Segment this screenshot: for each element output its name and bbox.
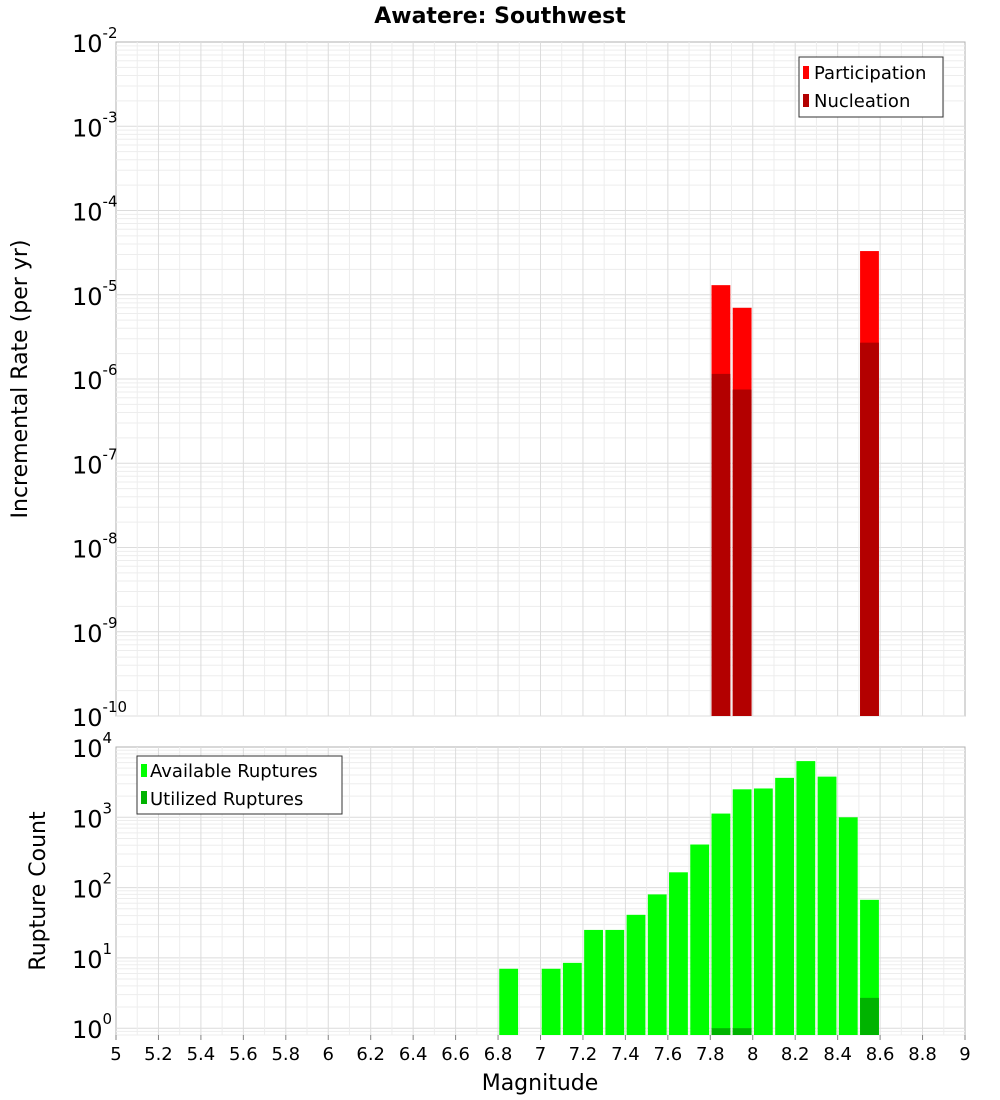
rates-grid bbox=[116, 42, 965, 717]
legend-label-participation: Participation bbox=[814, 63, 926, 84]
x-tick-label: 6.2 bbox=[356, 1044, 385, 1065]
ruptures-y-tick-label: 101 bbox=[72, 940, 112, 974]
x-tick-label: 5.2 bbox=[144, 1044, 173, 1065]
ruptures-bar-a bbox=[647, 894, 667, 1035]
rates-bar-b bbox=[860, 342, 879, 716]
x-tick-label: 7.4 bbox=[611, 1044, 640, 1065]
ruptures-bar-a bbox=[711, 813, 731, 1035]
ruptures-bar-a bbox=[775, 777, 794, 1035]
x-tick-label: 5.6 bbox=[229, 1044, 258, 1065]
ruptures-bar-a bbox=[669, 872, 688, 1035]
ruptures-bar-a bbox=[541, 968, 561, 1035]
ruptures-bar-a bbox=[753, 788, 773, 1035]
x-tick-label: 5.4 bbox=[187, 1044, 216, 1065]
x-tick-label: 5.8 bbox=[271, 1044, 300, 1065]
rates-y-tick-label: 10-3 bbox=[72, 108, 118, 142]
rates-legend: Participation Nucleation bbox=[798, 56, 944, 118]
legend-label-utilized: Utilized Ruptures bbox=[150, 789, 303, 810]
ruptures-y-tick-label: 102 bbox=[72, 870, 112, 904]
rates-bar-b bbox=[711, 373, 731, 716]
x-tick-label: 6.8 bbox=[484, 1044, 513, 1065]
x-tick-label: 7 bbox=[535, 1044, 546, 1065]
ruptures-bar-a bbox=[732, 789, 752, 1035]
x-tick-label: 8.4 bbox=[823, 1044, 852, 1065]
x-tick-label: 5 bbox=[110, 1044, 121, 1065]
rates-y-tick-label: 10-9 bbox=[72, 614, 118, 648]
rates-legend-box bbox=[798, 56, 944, 118]
ruptures-y-tick-label: 104 bbox=[72, 729, 112, 763]
x-axis-label: Magnitude bbox=[482, 1071, 599, 1096]
ruptures-bar-b bbox=[711, 1028, 731, 1035]
rates-y-tick-label: 10-2 bbox=[72, 24, 118, 58]
x-tick-label: 6.6 bbox=[441, 1044, 470, 1065]
legend-label-nucleation: Nucleation bbox=[814, 91, 910, 112]
x-tick-label: 8.2 bbox=[781, 1044, 810, 1065]
rates-panel: 10-2 10-3 10-4 10-5 10-6 10-7 10-8 10-9 10-10 In… bbox=[8, 24, 966, 732]
ruptures-y-ticks: 104 103 102 101 100 bbox=[72, 729, 112, 1044]
rates-y-tick-label: 10-7 bbox=[72, 445, 118, 479]
x-tick-label: 7.6 bbox=[654, 1044, 683, 1065]
ruptures-y-axis-label: Rupture Count bbox=[26, 811, 51, 971]
x-tick-label: 6.4 bbox=[399, 1044, 428, 1065]
x-tick-label: 8.6 bbox=[866, 1044, 895, 1065]
rates-y-tick-label: 10-5 bbox=[72, 277, 118, 311]
ruptures-bar-a bbox=[817, 776, 837, 1035]
rates-bar-b bbox=[732, 389, 752, 716]
ruptures-bar-a bbox=[690, 844, 710, 1035]
x-tick-label: 7.8 bbox=[696, 1044, 725, 1065]
ruptures-bar-a bbox=[605, 929, 625, 1035]
rates-y-tick-label: 10-6 bbox=[72, 361, 118, 395]
ruptures-bars bbox=[499, 761, 879, 1035]
rates-y-axis-label: Incremental Rate (per yr) bbox=[8, 240, 33, 519]
legend-swatch-participation bbox=[803, 66, 809, 79]
ruptures-bar-a bbox=[626, 914, 646, 1035]
ruptures-panel: 104 103 102 101 100 5 5.2 5.4 5.6 5.8 6 6.2 6.4 6.6 6… bbox=[26, 729, 971, 1096]
ruptures-y-tick-label: 100 bbox=[72, 1010, 112, 1044]
legend-swatch-available bbox=[141, 764, 147, 777]
ruptures-legend-box bbox=[136, 755, 343, 815]
ruptures-bar-a bbox=[584, 929, 603, 1035]
ruptures-bar-b bbox=[860, 997, 879, 1035]
rates-y-tick-label: 10-10 bbox=[72, 698, 127, 732]
legend-label-available: Available Ruptures bbox=[150, 761, 318, 782]
chart-title: Awatere: Southwest bbox=[374, 4, 626, 29]
x-tick-label: 7.2 bbox=[569, 1044, 598, 1065]
ruptures-bar-a bbox=[562, 962, 582, 1035]
legend-swatch-utilized bbox=[141, 791, 147, 804]
rates-y-tick-label: 10-8 bbox=[72, 530, 118, 564]
rates-y-tick-label: 10-4 bbox=[72, 193, 118, 227]
ruptures-bar-a bbox=[499, 968, 519, 1035]
rates-y-ticks: 10-2 10-3 10-4 10-5 10-6 10-7 10-8 10-9 10-10 bbox=[72, 24, 127, 732]
ruptures-bar-b bbox=[732, 1028, 752, 1035]
ruptures-bar-a bbox=[796, 761, 816, 1035]
rates-bars bbox=[711, 251, 879, 717]
x-tick-label: 9 bbox=[959, 1044, 970, 1065]
x-axis-ticks: 5 5.2 5.4 5.6 5.8 6 6.2 6.4 6.6 6.8 7 7.2 7.4 7.6 7.8 8… bbox=[110, 1035, 971, 1065]
ruptures-legend: Available Ruptures Utilized Ruptures bbox=[136, 755, 343, 815]
legend-swatch-nucleation bbox=[803, 94, 809, 107]
ruptures-bar-a bbox=[838, 817, 858, 1035]
x-tick-label: 8.8 bbox=[908, 1044, 937, 1065]
x-tick-label: 6 bbox=[323, 1044, 334, 1065]
x-tick-label: 8 bbox=[747, 1044, 758, 1065]
ruptures-y-tick-label: 103 bbox=[72, 799, 112, 833]
